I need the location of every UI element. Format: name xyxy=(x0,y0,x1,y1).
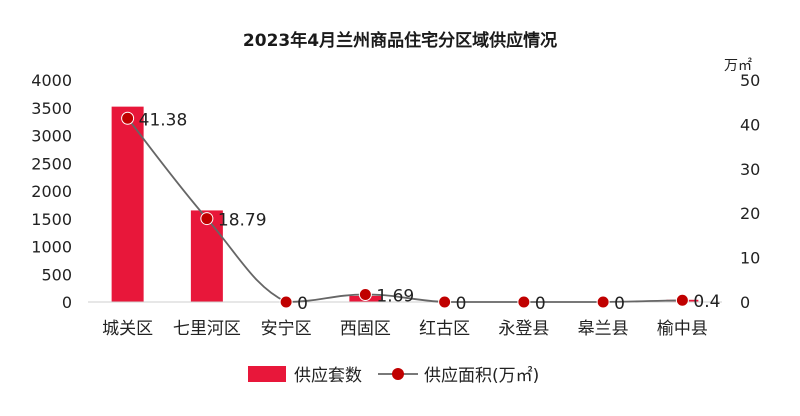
line-point xyxy=(517,295,531,309)
chart-title: 2023年4月兰州商品住宅分区域供应情况 xyxy=(243,30,557,51)
x-axis-tick-label: 榆中县 xyxy=(657,319,708,339)
x-axis-tick-label: 永登县 xyxy=(498,319,549,339)
data-label: 0 xyxy=(456,294,467,314)
x-axis-tick-label: 城关区 xyxy=(102,319,153,339)
left-axis-tick-label: 3500 xyxy=(31,99,72,118)
right-axis-tick-label: 0 xyxy=(740,293,750,312)
x-axis-tick-label: 西固区 xyxy=(340,319,391,339)
x-axis: 城关区 七里河区 安宁区 西固区 红古区 永登县 皋兰县 榆中县 xyxy=(102,319,708,339)
right-axis-unit: 万㎡ xyxy=(724,58,752,74)
left-axis-tick-label: 500 xyxy=(41,265,72,284)
data-label: 0 xyxy=(614,294,625,314)
right-axis: 0 10 20 30 40 50 xyxy=(740,71,760,312)
legend-line-marker xyxy=(392,368,404,380)
line-series: 41.38 18.79 0 1.69 0 0 0 0.4 xyxy=(121,110,720,314)
data-label: 18.79 xyxy=(218,211,267,231)
data-label: 0 xyxy=(297,294,308,314)
legend-bar-swatch xyxy=(248,366,286,382)
data-label: 41.38 xyxy=(139,110,188,130)
left-axis: 0 500 1000 1500 2000 2500 3000 3500 4000 xyxy=(31,71,72,312)
line-point xyxy=(438,295,452,309)
left-axis-tick-label: 4000 xyxy=(31,71,72,90)
left-axis-tick-label: 1500 xyxy=(31,210,72,229)
left-axis-tick-label: 2000 xyxy=(31,182,72,201)
left-axis-tick-label: 3000 xyxy=(31,127,72,146)
line-point xyxy=(200,212,214,226)
data-label: 1.69 xyxy=(376,286,414,306)
left-axis-tick-label: 2500 xyxy=(31,154,72,173)
x-axis-tick-label: 红古区 xyxy=(419,319,470,339)
bar-series xyxy=(111,106,699,302)
line-point xyxy=(358,287,372,301)
line-point xyxy=(596,295,610,309)
legend-bar-label: 供应套数 xyxy=(294,366,362,386)
right-axis-tick-label: 20 xyxy=(740,204,760,223)
x-axis-tick-label: 七里河区 xyxy=(173,319,241,339)
left-axis-tick-label: 1000 xyxy=(31,238,72,257)
bar xyxy=(111,106,144,302)
legend: 供应套数 供应面积(万㎡) xyxy=(248,366,539,386)
line-point xyxy=(675,293,689,307)
data-label: 0.4 xyxy=(693,292,720,312)
left-axis-tick-label: 0 xyxy=(62,293,72,312)
x-axis-tick-label: 安宁区 xyxy=(261,319,312,339)
right-axis-tick-label: 10 xyxy=(740,249,760,268)
right-axis-tick-label: 40 xyxy=(740,115,760,134)
right-axis-tick-label: 30 xyxy=(740,160,760,179)
line-point xyxy=(279,295,293,309)
data-label: 0 xyxy=(535,294,546,314)
x-axis-tick-label: 皋兰县 xyxy=(578,319,629,339)
line-point xyxy=(121,111,135,125)
legend-line-label: 供应面积(万㎡) xyxy=(424,366,539,386)
bar xyxy=(190,210,223,302)
right-axis-tick-label: 50 xyxy=(740,71,760,90)
